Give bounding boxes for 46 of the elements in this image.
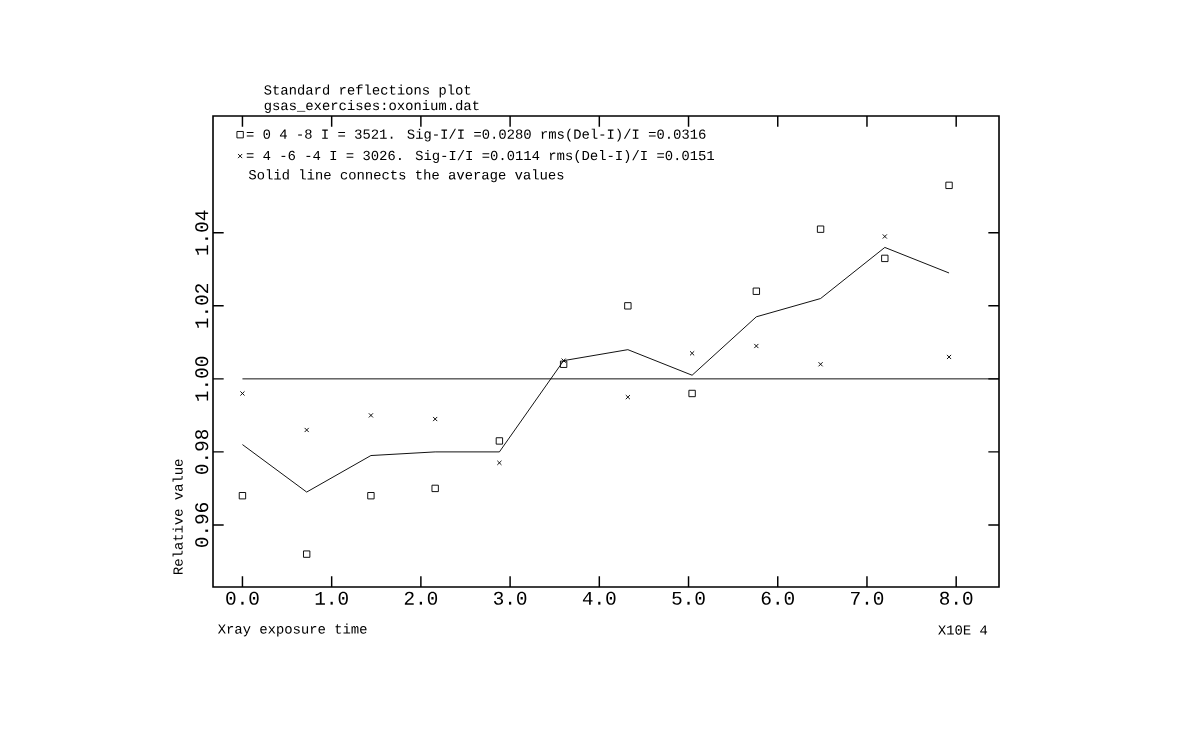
y-tick-label: 1.00 [195, 356, 209, 401]
chart-title: Standard reflections plot [264, 84, 471, 98]
point [688, 389, 696, 398]
legend-label: = 0 4 -8 I = 3521. Sig-I/I =0.0280 rms(Del-I)/I =0.0316 [246, 128, 706, 142]
x-tick-label: 1.0 [315, 591, 348, 605]
y-tick-label: 1.02 [195, 284, 209, 328]
point [816, 225, 825, 233]
x-tick-label: 0.0 [226, 591, 259, 605]
x-tick-label: 5.0 [672, 591, 705, 605]
x-tick-label: 2.0 [404, 591, 438, 605]
point [238, 492, 247, 500]
x-tick-label: 7.0 [851, 591, 884, 605]
point [496, 460, 502, 466]
point [367, 492, 375, 500]
text: X10E 4 [938, 625, 988, 635]
y-axis-title: Relative value [172, 459, 183, 574]
point [303, 550, 311, 558]
annotation: Solid line connects the average values [248, 169, 564, 183]
point [368, 412, 374, 418]
point [882, 233, 888, 240]
point [304, 427, 310, 433]
point [818, 361, 824, 367]
point [881, 254, 889, 263]
x-tick-label: 4.0 [582, 591, 616, 605]
x-axis-title: Xray exposure time [217, 623, 367, 637]
x-tick-label: 3.0 [493, 591, 527, 605]
point [559, 360, 568, 368]
point [625, 394, 631, 400]
point [561, 358, 567, 364]
point [689, 350, 695, 356]
point [431, 484, 439, 493]
point [432, 416, 438, 422]
y-tick-label: 0.96 [195, 502, 209, 547]
point [945, 181, 953, 190]
y-tick-label: 0.98 [195, 429, 209, 474]
x-tick-label: 8.0 [940, 591, 973, 605]
legend-label: = 4 -6 -4 I = 3026. Sig-I/I =0.0114 rms(Del-I)/I =0.0151 [246, 150, 715, 163]
chart-subtitle: gsas_exercises:oxonium.dat [264, 100, 479, 113]
point [624, 302, 632, 310]
y-tick-label: 1.04 [195, 210, 209, 255]
point [752, 287, 761, 295]
point [495, 437, 504, 445]
point [946, 354, 952, 360]
x-tick-label: 6.0 [761, 591, 794, 605]
point [239, 390, 245, 397]
point [753, 343, 759, 349]
